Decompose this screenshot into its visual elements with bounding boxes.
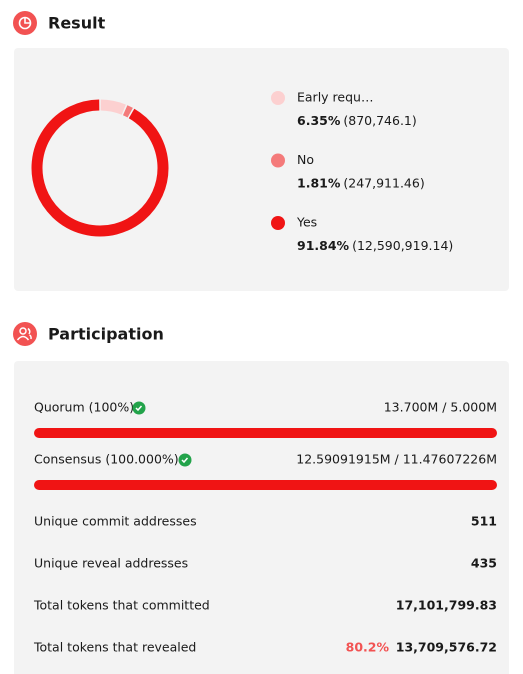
consensus-label: Consensus (100.000%) <box>34 452 179 467</box>
participation-icon-glyph <box>19 327 27 335</box>
stat-value: 511 <box>471 514 497 529</box>
legend-name: Yes <box>296 215 317 230</box>
percent-label: 1.81% <box>297 175 341 190</box>
donut-segment <box>100 99 126 115</box>
amount-label: (12,590,919.14) <box>352 238 453 253</box>
stat-label: Unique reveal addresses <box>34 556 188 571</box>
consensus-value: 12.59091915M / 11.47607226M <box>296 452 497 467</box>
percent-label: 91.84% <box>297 238 350 253</box>
check-icon <box>181 457 189 464</box>
legend: Early requ… 6.35% (870,746.1) No 1.81% (247,9… <box>271 90 453 253</box>
percent-label: 6.35% <box>297 113 341 128</box>
stats: Unique commit addresses 511 Unique reveal … <box>33 514 497 655</box>
result-icon-glyph <box>24 17 31 24</box>
stat-label: Total tokens that committed <box>33 598 210 613</box>
quorum-value: 13.700M / 5.000M <box>384 400 497 415</box>
legend-name: No <box>297 152 314 167</box>
consensus-bar <box>34 480 497 490</box>
participation-title: Participation <box>48 325 164 344</box>
quorum-bar <box>34 428 497 438</box>
amount-label: (247,911.46) <box>343 175 424 190</box>
stat-percent: 80.2% <box>346 640 390 655</box>
participation-icon-glyph <box>16 327 32 341</box>
legend-dot <box>271 153 285 168</box>
legend-dot <box>271 91 285 105</box>
result-card <box>14 48 509 291</box>
legend-value: 6.35% (870,746.1) <box>297 113 417 128</box>
legend-name: Early requ… <box>297 90 373 105</box>
legend-value: 1.81% (247,911.46) <box>297 175 425 190</box>
donut-segment <box>122 105 133 118</box>
check-icon <box>135 405 143 412</box>
result-title: Result <box>48 14 106 33</box>
legend-dot <box>271 216 285 230</box>
stat-label: Unique commit addresses <box>34 514 197 529</box>
quorum-label: Quorum (100%) <box>34 400 134 415</box>
amount-label: (870,746.1) <box>343 113 416 128</box>
participation-card <box>14 361 509 674</box>
donut-segment <box>31 99 169 237</box>
stat-label: Total tokens that revealed <box>33 640 196 655</box>
stat-value: 435 <box>471 556 497 571</box>
stat-value: 13,709,576.72 <box>396 640 497 655</box>
stat-value: 17,101,799.83 <box>396 598 497 613</box>
legend-value: 91.84% (12,590,919.14) <box>297 238 453 253</box>
donut <box>31 99 169 237</box>
